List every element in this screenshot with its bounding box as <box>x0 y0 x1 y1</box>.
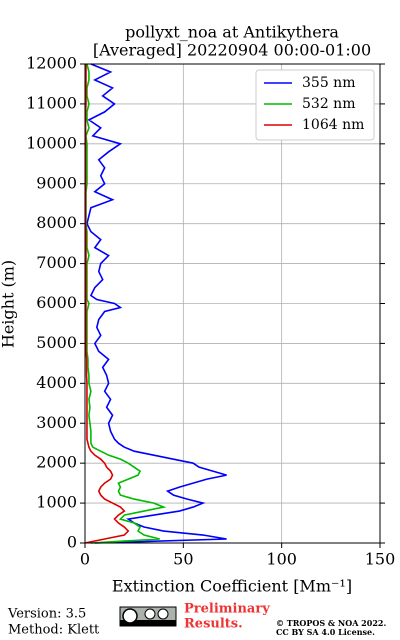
results: Results. <box>184 617 243 632</box>
profile-line <box>84 64 130 544</box>
x-tick-label: 0 <box>80 550 90 569</box>
legend-label: 1064 nm <box>302 117 364 133</box>
legend-label: 532 nm <box>302 96 355 112</box>
x-tick-label: 150 <box>365 550 396 569</box>
x-tick-label: 50 <box>173 550 193 569</box>
version: Version: 3.5 <box>7 607 86 622</box>
y-tick-label: 8000 <box>36 213 77 232</box>
chart-title: pollyxt_noa at Antikythera <box>125 23 339 42</box>
x-axis-label: Extinction Coefficient [Mm⁻¹] <box>112 577 352 596</box>
preliminary: Preliminary <box>184 602 270 617</box>
y-axis-label: Height (m) <box>0 260 18 348</box>
legend-box <box>255 69 375 141</box>
profile-line <box>86 63 227 544</box>
license: CC BY SA 4.0 License. <box>276 627 375 637</box>
y-tick-label: 4000 <box>36 373 77 392</box>
y-tick-label: 7000 <box>36 253 77 272</box>
copyright: © TROPOS & NOA 2022. <box>276 618 386 628</box>
y-tick-label: 2000 <box>36 453 77 472</box>
y-tick-label: 9000 <box>36 173 77 192</box>
y-tick-label: 3000 <box>36 413 77 432</box>
profile-line <box>85 63 167 544</box>
y-tick-label: 5000 <box>36 333 77 352</box>
y-tick-label: 1000 <box>36 493 77 512</box>
legend-label: 355 nm <box>302 75 355 91</box>
chart-subtitle: [Averaged] 20220904 00:00-01:00 <box>93 41 371 60</box>
y-tick-label: 11000 <box>26 93 77 112</box>
y-tick-label: 10000 <box>26 133 77 152</box>
y-tick-label: 0 <box>67 533 77 552</box>
cc-logo <box>119 606 177 627</box>
x-tick-label: 100 <box>266 550 297 569</box>
y-tick-label: 6000 <box>36 293 77 312</box>
y-tick-label: 12000 <box>26 54 77 73</box>
method: Method: Klett <box>8 623 100 638</box>
legend: 355 nm 532 nm 1064 nm <box>255 69 375 141</box>
